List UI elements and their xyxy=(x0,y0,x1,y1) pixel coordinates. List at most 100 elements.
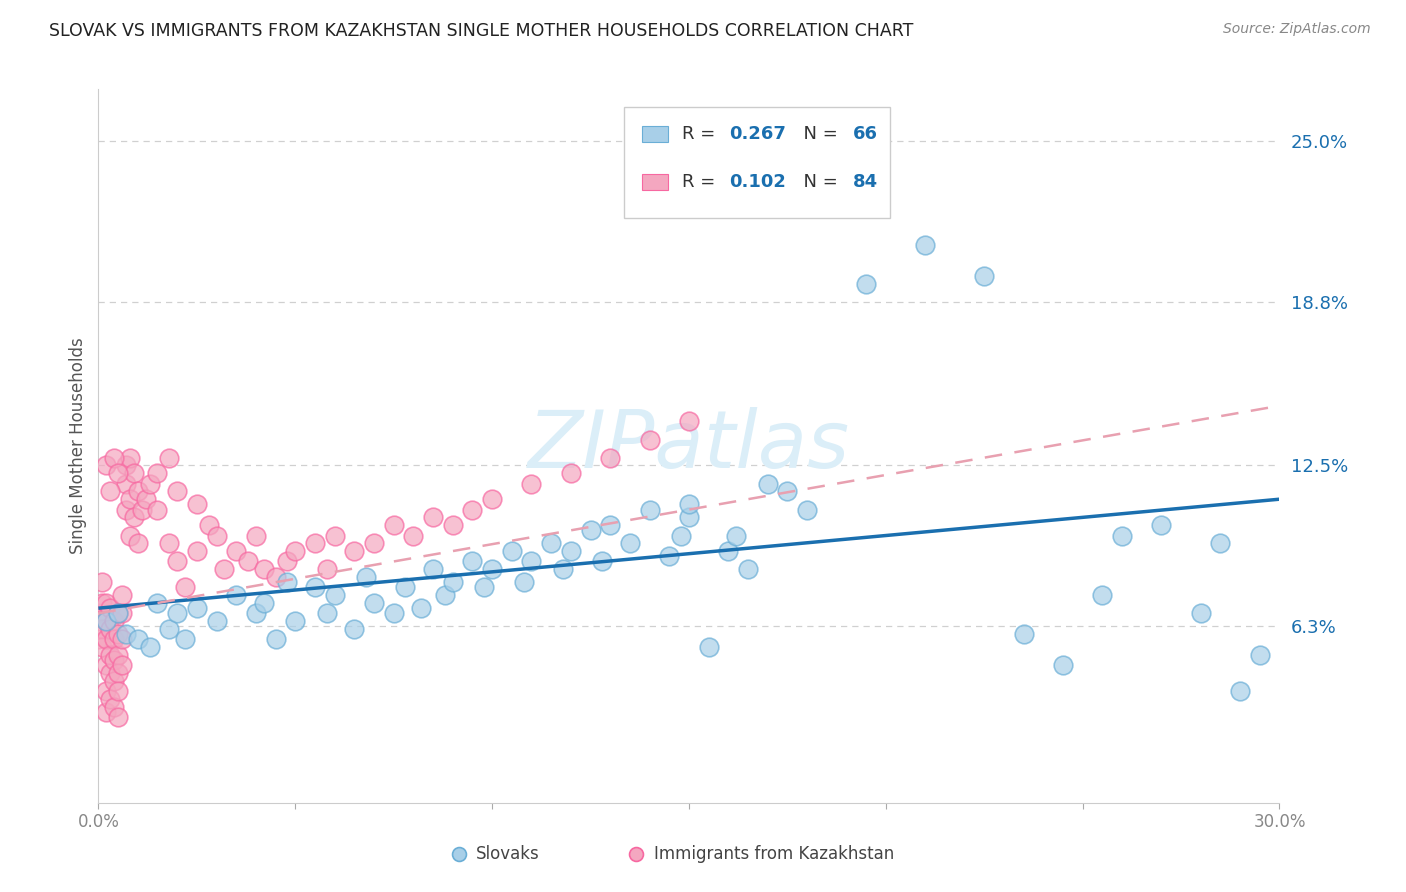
Point xyxy=(107,648,129,662)
Point xyxy=(131,502,153,516)
Point xyxy=(441,518,464,533)
Point xyxy=(225,544,247,558)
Point xyxy=(205,614,228,628)
Y-axis label: Single Mother Households: Single Mother Households xyxy=(69,338,87,554)
Point xyxy=(91,622,114,636)
Point xyxy=(343,622,366,636)
Point xyxy=(461,554,484,568)
Point xyxy=(96,632,118,647)
Point xyxy=(96,614,118,628)
Point xyxy=(560,467,582,481)
Point xyxy=(174,581,197,595)
Point xyxy=(1052,658,1074,673)
Text: R =: R = xyxy=(682,125,721,143)
Point xyxy=(1249,648,1271,662)
Point xyxy=(579,524,602,538)
Point xyxy=(1209,536,1232,550)
Point xyxy=(725,528,748,542)
Point xyxy=(304,581,326,595)
Point xyxy=(103,450,125,465)
Point xyxy=(91,575,114,590)
Point xyxy=(422,510,444,524)
Point xyxy=(1189,607,1212,621)
Point xyxy=(315,562,337,576)
Point xyxy=(157,622,180,636)
Point xyxy=(796,502,818,516)
Point xyxy=(1111,528,1133,542)
FancyBboxPatch shape xyxy=(641,127,668,142)
Point xyxy=(619,536,641,550)
Point xyxy=(122,510,145,524)
Point xyxy=(253,596,276,610)
Text: Slovaks: Slovaks xyxy=(477,846,540,863)
Point xyxy=(973,268,995,283)
Point xyxy=(98,648,121,662)
Point xyxy=(96,458,118,473)
Point xyxy=(591,554,613,568)
FancyBboxPatch shape xyxy=(624,107,890,218)
Point xyxy=(697,640,720,654)
Point xyxy=(481,492,503,507)
Point xyxy=(111,658,134,673)
Point xyxy=(96,705,118,719)
Point xyxy=(669,528,692,542)
Text: SLOVAK VS IMMIGRANTS FROM KAZAKHSTAN SINGLE MOTHER HOUSEHOLDS CORRELATION CHART: SLOVAK VS IMMIGRANTS FROM KAZAKHSTAN SIN… xyxy=(49,22,914,40)
Point xyxy=(551,562,574,576)
Point xyxy=(146,502,169,516)
Point xyxy=(472,581,495,595)
Point xyxy=(118,492,141,507)
Point xyxy=(138,476,160,491)
Point xyxy=(166,607,188,621)
Point xyxy=(96,596,118,610)
Point xyxy=(138,640,160,654)
Point xyxy=(678,497,700,511)
Point xyxy=(186,497,208,511)
Point xyxy=(411,601,433,615)
Text: 84: 84 xyxy=(853,173,879,191)
Point xyxy=(127,536,149,550)
Point xyxy=(855,277,877,291)
Text: R =: R = xyxy=(682,173,721,191)
Point xyxy=(599,518,621,533)
Point xyxy=(264,632,287,647)
Point xyxy=(304,536,326,550)
Point xyxy=(96,614,118,628)
Point xyxy=(186,544,208,558)
Text: ZIPatlas: ZIPatlas xyxy=(527,407,851,485)
Point xyxy=(107,710,129,724)
Point xyxy=(225,588,247,602)
Text: N =: N = xyxy=(792,173,844,191)
Point xyxy=(115,502,138,516)
Point xyxy=(205,528,228,542)
Point xyxy=(135,492,157,507)
Point xyxy=(737,562,759,576)
Point xyxy=(122,467,145,481)
Point xyxy=(717,544,740,558)
Text: 66: 66 xyxy=(853,125,879,143)
Point xyxy=(658,549,681,564)
Point xyxy=(678,510,700,524)
Point xyxy=(115,627,138,641)
Point xyxy=(127,484,149,499)
Point xyxy=(115,476,138,491)
Point xyxy=(96,684,118,698)
Point xyxy=(253,562,276,576)
Point xyxy=(236,554,259,568)
Point xyxy=(174,632,197,647)
Point xyxy=(284,544,307,558)
Point xyxy=(103,699,125,714)
Point xyxy=(363,596,385,610)
Point xyxy=(276,575,298,590)
Point xyxy=(197,518,219,533)
Point xyxy=(315,607,337,621)
Point xyxy=(118,528,141,542)
Point xyxy=(481,562,503,576)
Point xyxy=(157,536,180,550)
Point xyxy=(776,484,799,499)
Point xyxy=(87,632,110,647)
Point xyxy=(1091,588,1114,602)
Point xyxy=(284,614,307,628)
Point xyxy=(354,570,377,584)
Point xyxy=(166,554,188,568)
Point xyxy=(520,554,543,568)
